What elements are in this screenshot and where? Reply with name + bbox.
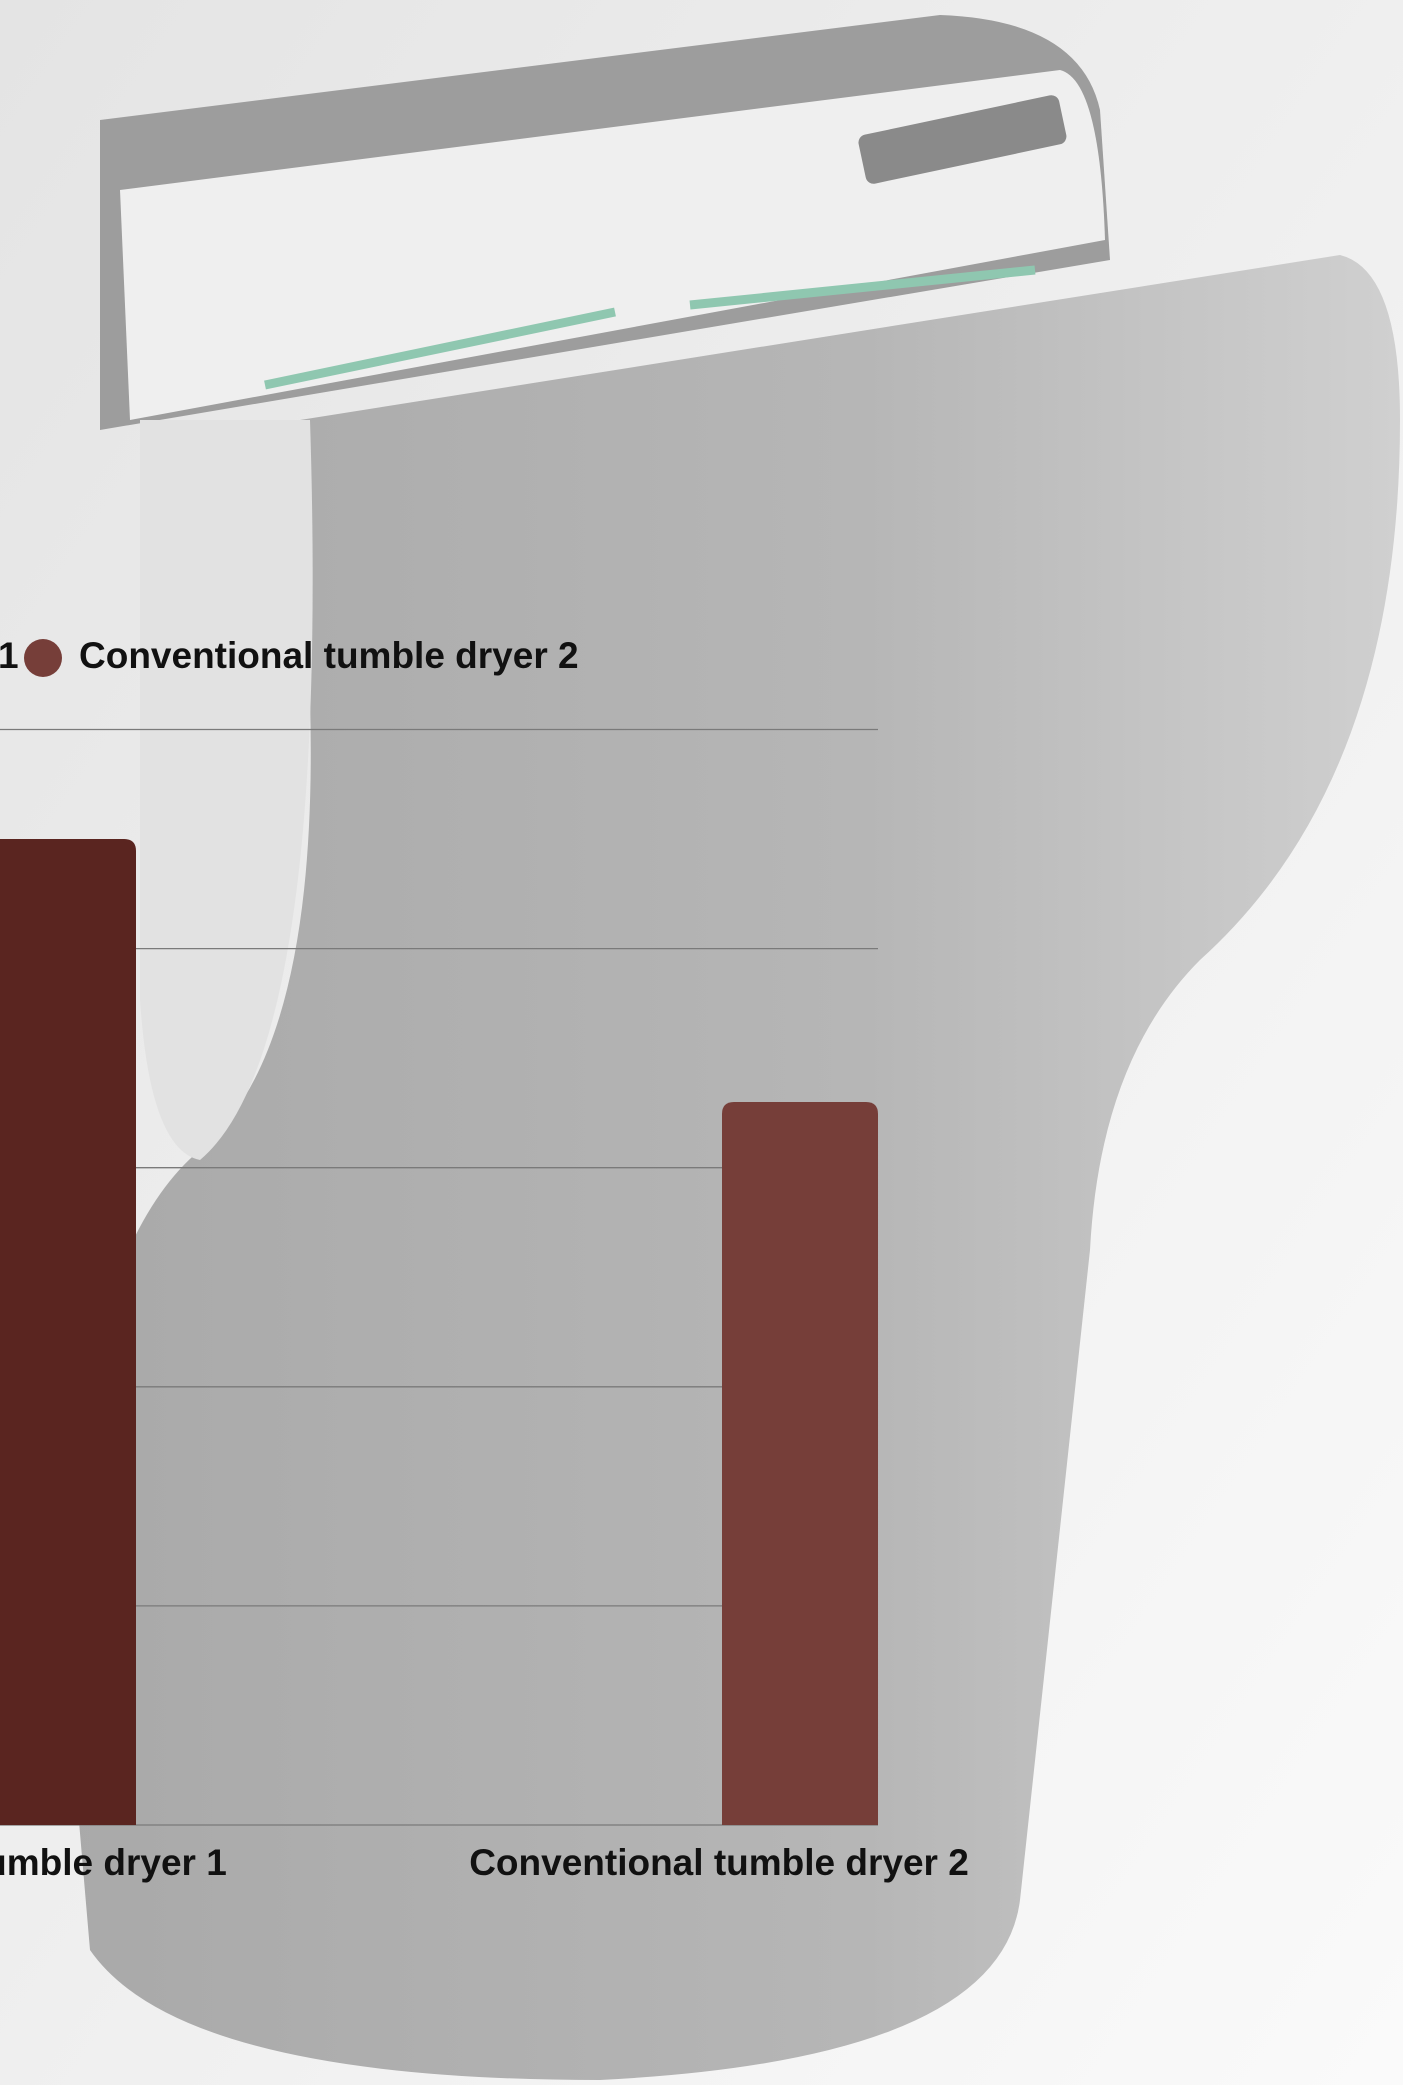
bar <box>0 839 136 1825</box>
legend-marker <box>24 639 62 677</box>
x-tick-label: Conventional tumble dryer 1 <box>0 1842 227 1883</box>
legend-label: Conventional tumble dryer 1 <box>0 635 19 676</box>
x-tick-label: Conventional tumble dryer 2 <box>469 1842 969 1883</box>
bar <box>722 1101 878 1825</box>
legend-label: Conventional tumble dryer 2 <box>79 635 579 676</box>
